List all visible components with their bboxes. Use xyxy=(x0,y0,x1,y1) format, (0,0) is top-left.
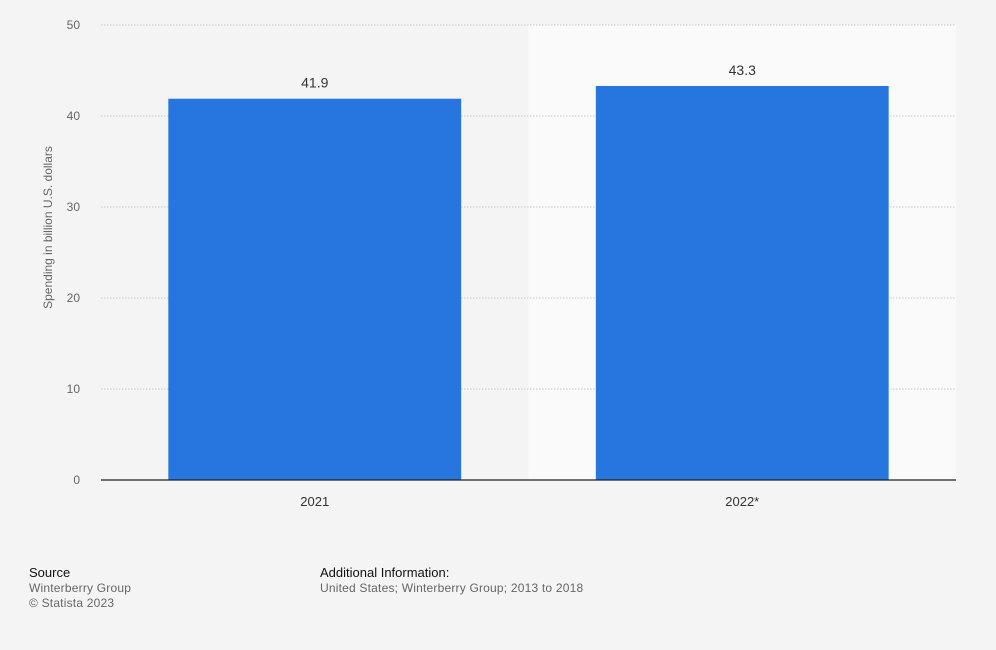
copyright-text: © Statista 2023 xyxy=(29,596,115,610)
x-axis-ticks: 2021 2022* xyxy=(300,494,759,509)
y-axis-ticks: 0 10 20 30 40 50 xyxy=(67,18,81,487)
footer: Source Winterberry Group © Statista 2023… xyxy=(0,560,996,640)
bar-value-label: 43.3 xyxy=(729,62,756,78)
x-tick-label: 2022* xyxy=(725,494,759,509)
source-block: Source Winterberry Group © Statista 2023 xyxy=(29,565,131,611)
y-tick-label: 30 xyxy=(67,200,81,214)
y-tick-label: 40 xyxy=(67,109,81,123)
additional-info-block: Additional Information: United States; W… xyxy=(320,565,583,596)
bar-value-label: 41.9 xyxy=(301,75,328,91)
y-tick-label: 20 xyxy=(67,291,81,305)
y-axis-title: Spending in billion U.S. dollars xyxy=(41,146,55,309)
bar-chart: 0 10 20 30 40 50 41.9 43.3 2021 2022* Spending … xyxy=(41,18,956,509)
y-tick-label: 10 xyxy=(67,382,81,396)
bar-2021[interactable] xyxy=(168,98,462,481)
value-labels: 41.9 43.3 xyxy=(301,62,756,91)
y-tick-label: 0 xyxy=(73,473,80,487)
source-heading: Source xyxy=(29,565,71,580)
chart-area: 0 10 20 30 40 50 41.9 43.3 2021 2022* Spending … xyxy=(41,18,956,509)
source-name[interactable]: Winterberry Group xyxy=(29,581,132,595)
x-tick-label: 2021 xyxy=(300,494,329,509)
bars xyxy=(168,85,889,481)
y-tick-label: 50 xyxy=(67,18,81,32)
bar-2022[interactable] xyxy=(595,85,889,480)
additional-info-heading: Additional Information: xyxy=(320,565,450,580)
additional-info-text: United States; Winterberry Group; 2013 t… xyxy=(320,581,584,595)
